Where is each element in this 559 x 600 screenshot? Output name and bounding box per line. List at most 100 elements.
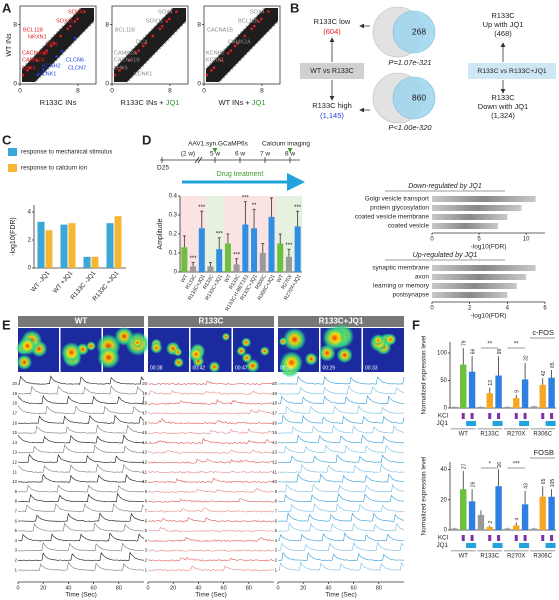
bar: [83, 256, 91, 268]
highlight-point: [36, 73, 40, 77]
term-label: protein glycosylation: [370, 205, 429, 212]
highlight-point: [229, 49, 232, 52]
x-tick-label: 5: [477, 237, 481, 243]
significance: **: [487, 342, 492, 348]
jq1-marker: [492, 543, 503, 548]
gene-label: LHX6: [114, 65, 128, 71]
kcl-marker: [470, 535, 474, 541]
term-label: synaptic membrane: [372, 265, 429, 272]
panel-letter: A: [2, 0, 12, 15]
trace-number: 6: [275, 518, 278, 523]
calcium-trace: [17, 424, 145, 434]
panel-letter: F: [412, 317, 420, 332]
trace-number: 11: [143, 469, 148, 474]
highlight-point: [28, 66, 32, 70]
x-axis-label-drug: JQ1: [166, 98, 180, 107]
significance: ***: [190, 256, 198, 262]
guide-line: [19, 5, 83, 71]
p-value: P<1.00e-320: [388, 123, 432, 132]
x-tick-label: 60: [351, 585, 357, 591]
significance: *: [489, 462, 492, 468]
row-label: JQ1: [436, 542, 448, 549]
calcium-trace: [147, 477, 275, 484]
gene-label: LHX6: [22, 65, 36, 71]
x-axis-label-text: R133C INs: [40, 98, 77, 107]
n-label: 42: [541, 371, 547, 377]
calcium-trace: [278, 532, 405, 542]
kcl-marker: [497, 535, 501, 541]
calcium-trace: [147, 565, 275, 572]
point-cloud: [114, 8, 186, 82]
bar: [539, 496, 546, 530]
highlight-point: [120, 66, 124, 70]
gene-label: CACNA1B: [207, 27, 233, 33]
bar: [495, 486, 502, 530]
y-tick-label: 2: [28, 238, 32, 244]
bar: [521, 504, 529, 530]
highlight-point: [253, 24, 256, 28]
n-label: 32: [523, 355, 529, 361]
x-tick-label: 0: [202, 88, 206, 95]
guide-line: [33, 19, 97, 85]
kcl-marker: [514, 413, 518, 419]
trace-number: 10: [272, 479, 277, 484]
heatmap-blob: [279, 337, 288, 346]
calcium-trace: [147, 437, 275, 444]
bar: [432, 214, 508, 220]
jq1-marker: [545, 421, 556, 426]
list-title: Up-regulated by JQ1: [413, 252, 478, 259]
timestamp: 00:38: [150, 365, 163, 371]
trace-number: 3: [145, 548, 148, 553]
gene-label: KCNH2: [42, 63, 61, 69]
group-bar: [450, 428, 476, 430]
point-cloud: [22, 8, 94, 82]
group-count: (468): [494, 29, 512, 38]
trace-number: 19: [272, 391, 277, 396]
group-bar: [477, 550, 503, 552]
bar: [190, 266, 197, 272]
significance: ***: [216, 231, 224, 237]
bar: [268, 216, 275, 272]
trace-number: 4: [275, 538, 278, 543]
x-tick-label: 20: [170, 585, 176, 591]
bar: [460, 489, 467, 530]
heatmap-blob: [241, 337, 252, 348]
group-bar: [503, 550, 529, 552]
bar: [548, 377, 555, 408]
x-axis-label: Time (Sec): [325, 592, 357, 599]
calcium-trace: [17, 434, 145, 444]
calcium-trace: [147, 497, 275, 503]
n-label: 66: [470, 349, 476, 355]
jq1-marker: [466, 421, 477, 426]
term-label: axon: [415, 274, 429, 281]
jq1-marker: [519, 543, 530, 548]
calcium-trace: [17, 532, 145, 542]
venn-circle: [392, 10, 436, 54]
trace-number: 13: [272, 450, 277, 455]
gene-label: CAMK2A: [114, 50, 137, 56]
bar: [432, 223, 498, 229]
group-title: WT: [75, 317, 88, 326]
bar: [432, 274, 527, 280]
bar: [432, 283, 517, 289]
calcium-trace: [147, 517, 275, 523]
timeline-label: 8 w: [285, 151, 295, 158]
bar: [432, 205, 522, 211]
highlight-point: [210, 69, 213, 72]
gene-label: NRXN1: [28, 34, 47, 40]
trace-number: 2: [145, 558, 148, 563]
gene-label: CACNA1B: [22, 50, 48, 56]
highlight-point: [168, 17, 171, 21]
timeline-label: 5 w: [210, 151, 220, 158]
highlight-point: [73, 20, 77, 23]
timeline-event: Calcium imaging: [262, 141, 310, 148]
highlight-point: [158, 27, 162, 31]
gene-label: KCNK1: [134, 71, 152, 77]
term-label: coated vesicle membrane: [355, 214, 429, 221]
comparison-box: [300, 63, 364, 79]
group-bar: [477, 428, 503, 430]
row-label: JQ1: [436, 420, 448, 427]
trace-number: 4: [15, 538, 18, 543]
